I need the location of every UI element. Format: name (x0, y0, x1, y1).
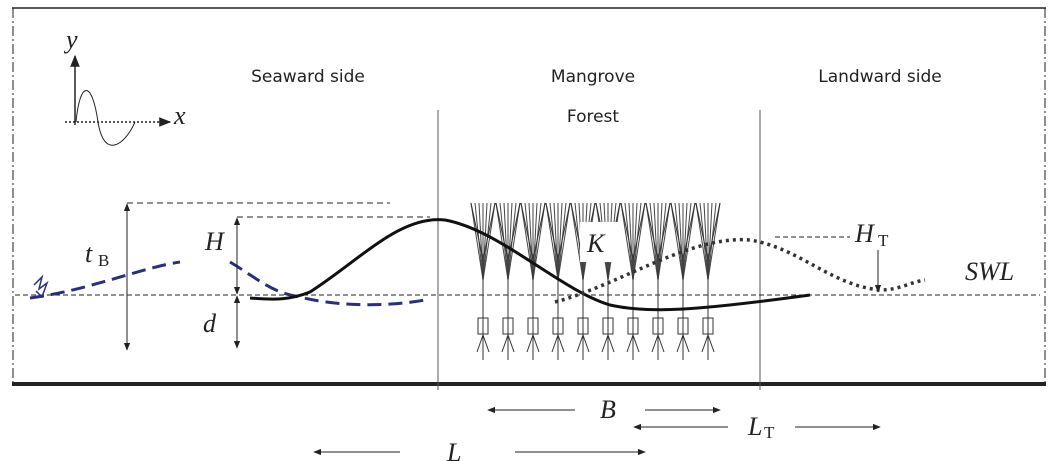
tree-part (527, 317, 539, 335)
tree-part (532, 202, 546, 281)
incident-wave (29, 260, 426, 307)
tree-part (626, 334, 634, 353)
transmitted-wave (554, 237, 926, 304)
axis-label: y (63, 25, 78, 54)
tree-part (678, 202, 684, 281)
tree-part (557, 202, 563, 281)
tree-part (532, 202, 538, 281)
tree-part (703, 202, 709, 281)
tree-part (520, 202, 534, 281)
tree-part (682, 202, 688, 281)
tree-part (628, 202, 634, 281)
label: H (204, 227, 225, 256)
tree-part (707, 202, 713, 281)
tree-part (482, 202, 488, 281)
tree-part (620, 202, 646, 261)
tree-part (670, 202, 696, 261)
tree-part (701, 334, 709, 353)
label-sub: T (878, 231, 889, 250)
tree-part (557, 202, 571, 281)
label-sub: T (764, 423, 775, 442)
tree-part (470, 202, 496, 261)
tree-part (557, 334, 565, 353)
label: L (446, 438, 461, 461)
tree-part (651, 334, 659, 353)
tree-part (632, 202, 638, 281)
tree-part (495, 202, 521, 261)
tree-part (657, 202, 671, 281)
tree-part (702, 317, 714, 335)
axis-label: x (173, 101, 186, 130)
tree-part (695, 202, 721, 261)
tree-part (676, 334, 684, 353)
tree-part (477, 317, 489, 335)
label-sub: B (98, 251, 109, 270)
tree-part (607, 334, 615, 353)
tree-part (551, 334, 559, 353)
tree-part (602, 317, 614, 335)
label: H (854, 219, 875, 248)
tree-part (482, 202, 496, 281)
tree-part (476, 334, 484, 353)
tree-part (652, 317, 664, 335)
tree-part (670, 202, 684, 281)
tree-part (682, 334, 690, 353)
region-title: Mangrove (551, 67, 635, 87)
tree-part (545, 202, 559, 281)
tree-part (657, 202, 663, 281)
region-title: Seaward side (251, 67, 365, 87)
tree-part (526, 334, 534, 353)
mangrove-wave (249, 218, 811, 312)
tree-part (601, 334, 609, 353)
tree-part (501, 334, 509, 353)
tree-part (632, 334, 640, 353)
tree-part (528, 202, 534, 281)
tree-part (520, 202, 546, 261)
tree-part (682, 202, 696, 281)
tree-part (470, 202, 484, 281)
tree-part (645, 202, 671, 261)
tree-part (695, 202, 709, 281)
tree-part (503, 202, 509, 281)
tree-part (707, 334, 715, 353)
tree-part (657, 334, 665, 353)
tree-part (620, 202, 634, 281)
label: t (85, 239, 93, 268)
tree-part (653, 202, 659, 281)
tree-part (677, 317, 689, 335)
tree-part (552, 317, 564, 335)
sine-icon (75, 90, 136, 146)
tree-part (502, 317, 514, 335)
wave-source (33, 274, 49, 299)
label: SWL (965, 257, 1014, 286)
label: L (747, 412, 762, 441)
tree-part (532, 334, 540, 353)
tree-part (553, 202, 559, 281)
tree-part (507, 202, 513, 281)
tree-part (582, 334, 590, 353)
tree-part (632, 202, 646, 281)
label: d (203, 309, 217, 338)
tree-part (627, 317, 639, 335)
tree-part (478, 202, 484, 281)
tree-part (570, 202, 584, 281)
tree-part (576, 334, 584, 353)
label: K (586, 229, 606, 258)
tree-part (482, 334, 490, 353)
tree-part (545, 202, 571, 261)
region-title: Forest (567, 107, 620, 127)
label-box (580, 222, 620, 262)
label: B (600, 395, 616, 424)
tree-part (495, 202, 509, 281)
tree-part (507, 202, 521, 281)
tree-part (507, 334, 515, 353)
tree-part (645, 202, 659, 281)
region-title: Landward side (818, 67, 942, 87)
tree-part (577, 317, 589, 335)
